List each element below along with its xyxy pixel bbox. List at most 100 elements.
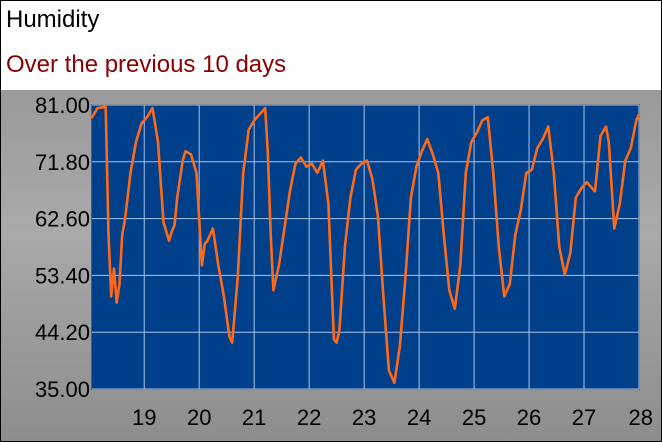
humidity-data-point [283, 227, 286, 230]
plot-area [92, 105, 639, 389]
y-tick-label: 71.80 [35, 150, 90, 175]
humidity-data-point [129, 172, 132, 174]
humidity-data-point [481, 119, 484, 122]
humidity-data-point [162, 221, 165, 224]
humidity-data-point [547, 125, 550, 128]
humidity-data-point [247, 128, 250, 131]
humidity-data-point [269, 233, 272, 236]
humidity-data-point [118, 283, 121, 285]
humidity-data-point [574, 196, 577, 199]
humidity-data-point [242, 172, 245, 174]
humidity-data-point [253, 119, 256, 122]
humidity-data-point [382, 295, 385, 298]
humidity-data-point [508, 283, 511, 285]
x-tick-label: 21 [242, 405, 266, 430]
humidity-data-point [588, 184, 591, 187]
y-tick-label: 44.20 [35, 320, 90, 345]
humidity-data-point [580, 187, 583, 190]
y-tick-label: 53.40 [35, 263, 90, 288]
humidity-data-point [236, 277, 239, 279]
humidity-data-point [121, 233, 124, 236]
humidity-data-point [107, 233, 110, 236]
humidity-data-point [453, 307, 456, 310]
humidity-data-point [327, 202, 330, 205]
humidity-data-point [536, 147, 539, 150]
humidity-data-point [366, 159, 368, 162]
humidity-data-point [541, 138, 544, 140]
humidity-series-line [90, 105, 641, 385]
x-tick-label: 25 [462, 405, 486, 430]
humidity-data-point [322, 159, 324, 162]
humidity-data-point [638, 113, 640, 116]
humidity-data-point [170, 230, 173, 233]
x-tick-label: 26 [517, 405, 541, 430]
humidity-data-point [605, 125, 607, 128]
humidity-data-point [264, 107, 267, 109]
humidity-data-point [124, 218, 126, 221]
humidity-data-point [217, 264, 220, 267]
humidity-data-point [201, 264, 203, 267]
humidity-data-point [305, 165, 308, 168]
y-tick-label: 62.60 [35, 207, 90, 232]
humidity-data-point [300, 156, 302, 159]
humidity-data-point [629, 147, 632, 150]
x-tick-label: 19 [132, 405, 156, 430]
x-tick-label: 22 [297, 405, 321, 430]
humidity-data-point [442, 233, 445, 236]
humidity-data-point [464, 172, 467, 174]
x-tick-label: 24 [407, 405, 431, 430]
humidity-data-point [338, 329, 341, 332]
humidity-data-point [525, 172, 528, 174]
humidity-data-point [335, 341, 338, 344]
humidity-data-point [569, 252, 572, 255]
humidity-data-point [613, 227, 616, 230]
humidity-data-point [431, 153, 434, 156]
humidity-data-point [91, 116, 93, 119]
humidity-data-point [618, 202, 621, 205]
humidity-data-point [195, 172, 198, 174]
humidity-data-point [371, 178, 374, 181]
humidity-data-point [415, 165, 418, 168]
humidity-data-point [377, 215, 379, 218]
humidity-data-point [176, 196, 179, 199]
chart-subtitle: Over the previous 10 days [6, 51, 287, 78]
humidity-data-point [448, 289, 451, 292]
humidity-data-point [231, 341, 234, 344]
humidity-data-point [267, 153, 269, 156]
humidity-data-point [311, 162, 313, 165]
humidity-data-point [470, 141, 473, 143]
humidity-data-point [203, 243, 206, 245]
humidity-data-point [563, 273, 566, 276]
humidity-data-point [503, 295, 506, 298]
humidity-data-point [426, 138, 429, 140]
chart-title: Humidity [6, 6, 100, 33]
humidity-data-point [497, 246, 500, 248]
x-tick-label: 23 [352, 405, 376, 430]
humidity-data-point [294, 162, 297, 165]
humidity-data-point [146, 116, 148, 119]
humidity-data-point [96, 107, 99, 109]
x-tick-label: 27 [572, 405, 596, 430]
humidity-data-point [344, 246, 346, 248]
humidity-data-point [151, 107, 154, 109]
humidity-data-point [184, 150, 187, 153]
humidity-data-point [519, 209, 522, 211]
humidity-data-point [104, 106, 107, 108]
humidity-data-point [179, 178, 181, 181]
humidity-data-point [437, 172, 440, 174]
x-tick-label: 20 [187, 405, 211, 430]
humidity-data-point [420, 150, 423, 153]
humidity-data-point [635, 119, 638, 122]
humidity-data-point [349, 196, 352, 199]
humidity-data-point [272, 289, 275, 292]
humidity-data-point [475, 131, 478, 134]
humidity-data-point [552, 172, 555, 174]
humidity-data-point [486, 116, 489, 119]
y-tick-label: 81.00 [35, 93, 90, 118]
humidity-data-point [110, 295, 113, 298]
humidity-data-point [404, 277, 407, 279]
humidity-data-point [289, 190, 291, 193]
humidity-data-point [316, 172, 319, 174]
